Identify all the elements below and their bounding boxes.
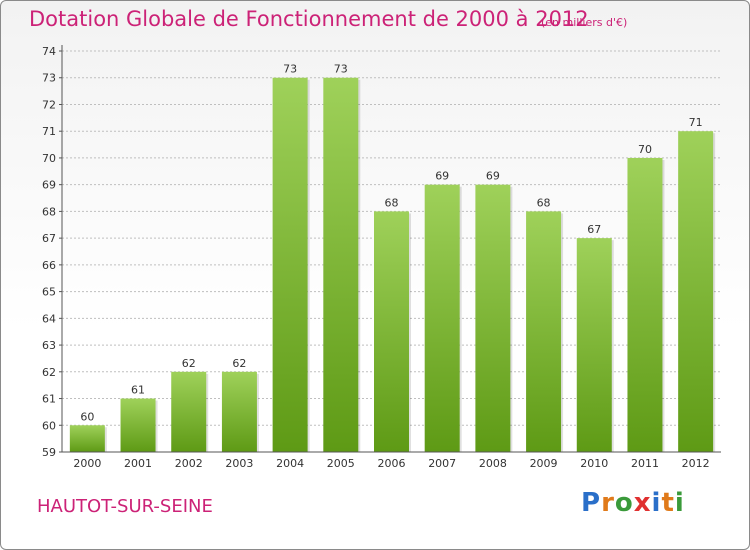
data-label: 68	[385, 196, 399, 209]
bar	[323, 77, 359, 452]
x-tick-label: 2000	[73, 457, 101, 470]
chart-subtitle: (en milliers d'€)	[541, 16, 628, 29]
bar	[171, 371, 207, 452]
logo-letter: o	[614, 488, 634, 518]
data-label: 69	[435, 170, 449, 183]
data-label: 70	[638, 143, 652, 156]
x-tick-label: 2007	[428, 457, 456, 470]
x-tick-label: 2012	[682, 457, 710, 470]
logo-letter: r	[601, 488, 615, 518]
x-tick-label: 2001	[124, 457, 152, 470]
y-tick-label: 72	[42, 98, 56, 111]
data-label: 68	[537, 196, 551, 209]
chart-title: Dotation Globale de Fonctionnement de 20…	[29, 7, 589, 31]
y-tick-label: 66	[42, 259, 56, 272]
y-tick-label: 73	[42, 72, 56, 85]
logo-letter: i	[651, 488, 662, 518]
bar	[576, 238, 612, 452]
y-tick-label: 71	[42, 125, 56, 138]
logo-letter: t	[661, 488, 675, 518]
bar	[120, 398, 156, 452]
x-tick-label: 2004	[276, 457, 304, 470]
x-tick-label: 2003	[225, 457, 253, 470]
data-label: 71	[689, 116, 703, 129]
bar	[272, 77, 308, 452]
data-label: 67	[587, 223, 601, 236]
bar	[678, 131, 714, 452]
proxiti-logo: Proxiti	[581, 488, 685, 518]
x-tick-label: 2005	[327, 457, 355, 470]
place-name: HAUTOT-SUR-SEINE	[37, 496, 213, 517]
y-tick-label: 64	[42, 312, 56, 325]
y-tick-label: 68	[42, 205, 56, 218]
x-tick-label: 2009	[530, 457, 558, 470]
x-tick-label: 2011	[631, 457, 659, 470]
x-tick-label: 2002	[175, 457, 203, 470]
data-label: 73	[334, 63, 348, 76]
bar	[475, 184, 511, 452]
bar	[526, 211, 562, 452]
x-tick-label: 2006	[378, 457, 406, 470]
data-label: 62	[232, 357, 246, 370]
y-tick-label: 74	[42, 45, 56, 58]
y-tick-label: 60	[42, 419, 56, 432]
x-tick-label: 2008	[479, 457, 507, 470]
bar	[221, 371, 257, 452]
y-tick-label: 61	[42, 393, 56, 406]
y-tick-label: 67	[42, 232, 56, 245]
bar	[627, 157, 663, 452]
bar	[69, 425, 105, 452]
data-label: 62	[182, 357, 196, 370]
logo-letter: i	[674, 488, 685, 518]
data-label: 69	[486, 170, 500, 183]
x-tick-label: 2010	[580, 457, 608, 470]
data-label: 73	[283, 63, 297, 76]
y-tick-label: 70	[42, 152, 56, 165]
y-tick-label: 59	[42, 446, 56, 459]
y-tick-label: 65	[42, 286, 56, 299]
logo-letter: P	[581, 488, 602, 518]
y-tick-label: 62	[42, 366, 56, 379]
data-label: 61	[131, 384, 145, 397]
y-tick-label: 63	[42, 339, 56, 352]
bar	[374, 211, 409, 452]
y-tick-label: 69	[42, 179, 56, 192]
logo-letter: x	[633, 488, 652, 518]
bar	[424, 184, 460, 452]
data-label: 60	[80, 410, 94, 423]
